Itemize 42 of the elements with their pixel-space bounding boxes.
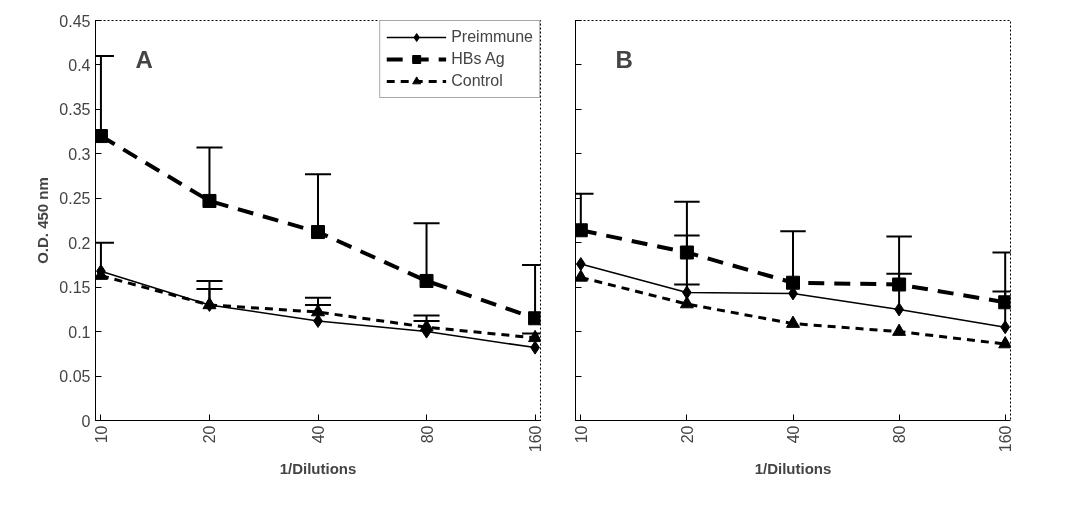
point [679, 245, 694, 260]
point [528, 329, 541, 343]
y-tick-label: 0.15 [59, 279, 91, 297]
point [786, 315, 800, 328]
point [419, 273, 434, 288]
x-tick-label: 160 [527, 425, 545, 453]
x-tick-label: 40 [310, 425, 327, 444]
y-tick-label: 0.3 [68, 145, 91, 163]
point [575, 257, 586, 272]
point [202, 193, 217, 208]
y-tick-label: 0.35 [59, 101, 91, 119]
point [998, 295, 1011, 310]
legend-label: Control [451, 72, 503, 90]
y-tick-label: 0.45 [59, 12, 91, 30]
x-tick-label: 10 [92, 425, 110, 444]
y-axis-title: O.D. 450 nm [34, 177, 52, 264]
x-axis-title: 1/Dilutions [754, 460, 832, 478]
y-tick-label: 0.05 [59, 368, 91, 386]
point [575, 269, 588, 282]
point [998, 336, 1011, 349]
point [892, 277, 907, 292]
annotation: B [615, 45, 633, 73]
legend-label: Preimmune [451, 28, 533, 46]
point [575, 223, 588, 238]
y-tick-label: 0.4 [68, 56, 91, 74]
y-tick-label: 0.25 [59, 190, 91, 208]
point [311, 225, 325, 240]
y-tick-label: 0 [81, 412, 91, 430]
x-tick-label: 20 [201, 425, 219, 444]
x-tick-label: 40 [785, 425, 802, 444]
legend-label: HBs Ag [451, 50, 505, 68]
x-axis-title: 1/Dilutions [279, 460, 357, 478]
y-tick-label: 0.1 [68, 323, 91, 341]
point [786, 275, 800, 290]
x-tick-label: 160 [997, 425, 1015, 453]
y-tick-label: 0.2 [68, 234, 91, 252]
x-tick-label: 10 [572, 425, 590, 444]
x-tick-label: 80 [418, 425, 436, 444]
x-tick-label: 20 [678, 425, 696, 444]
point [892, 323, 907, 336]
annotation: A [135, 45, 153, 73]
x-tick-label: 80 [891, 425, 909, 444]
